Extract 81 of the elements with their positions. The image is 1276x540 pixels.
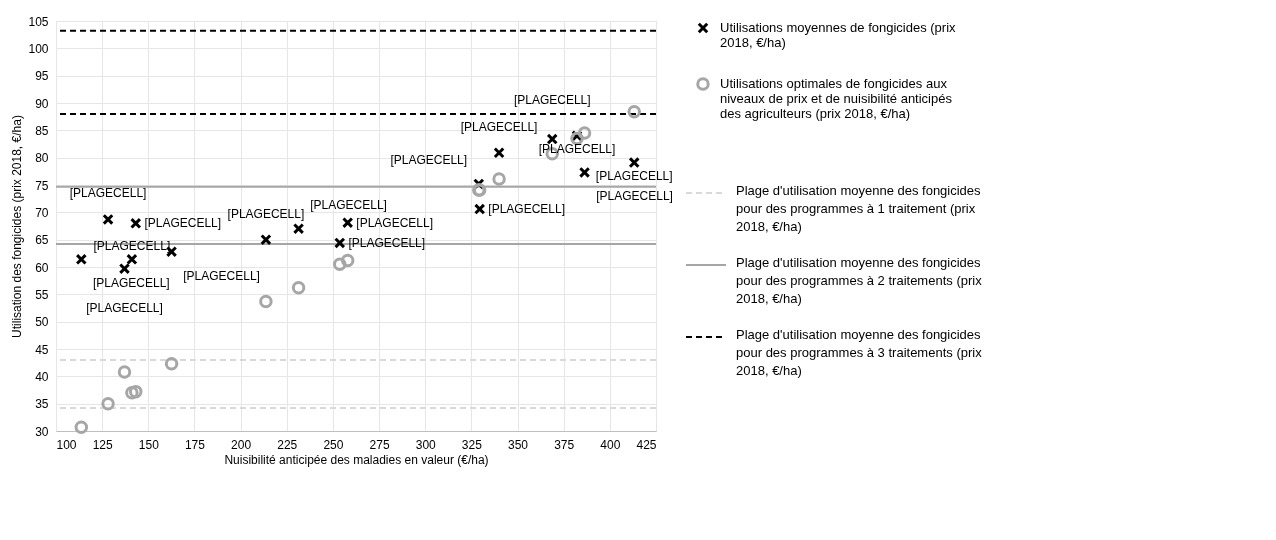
- point: [126, 253, 138, 266]
- x-axis-title: Nuisibilité anticipée des maladies en valeur (€/ha): [224, 452, 489, 467]
- point: [578, 166, 591, 179]
- x-tick-label: 175: [184, 437, 206, 452]
- y-tick-label: 70: [35, 205, 49, 220]
- data-label: [PLAGECELL]: [596, 189, 673, 204]
- y-tick-label: 95: [35, 69, 49, 84]
- point: [342, 217, 354, 229]
- x-tick-label: 100: [56, 437, 77, 452]
- point: [118, 262, 131, 275]
- point: [628, 156, 640, 169]
- y-tick-label: 60: [35, 260, 49, 275]
- y-tick-label: 30: [35, 424, 49, 439]
- point: [74, 420, 89, 434]
- x-tick-label: 425: [636, 437, 657, 452]
- point: [627, 105, 641, 119]
- data-label: [PLAGECELL]: [538, 141, 616, 156]
- point: [129, 384, 143, 399]
- point: [102, 213, 114, 226]
- point: [291, 281, 306, 295]
- data-label: [PLAGECELL]: [144, 216, 222, 231]
- data-label: [PLAGECELL]: [460, 119, 538, 134]
- y-tick-label: 50: [35, 315, 49, 330]
- point: [333, 257, 347, 271]
- data-label: [PLAGECELL]: [595, 168, 673, 183]
- point: [260, 233, 272, 246]
- y-tick-label: 80: [35, 151, 49, 166]
- point: [259, 294, 273, 309]
- data-label: [PLAGECELL]: [310, 197, 387, 212]
- point: [125, 386, 139, 400]
- x-tick-label: 225: [277, 437, 298, 452]
- point: [492, 172, 506, 186]
- data-label: [PLAGECELL]: [390, 152, 468, 167]
- y-tick-label: 85: [35, 123, 49, 138]
- x-tick-label: 325: [461, 437, 483, 452]
- x-tick-label: 400: [600, 437, 621, 452]
- point: [130, 217, 142, 229]
- data-label: [PLAGECELL]: [356, 215, 434, 230]
- legend-label: Plage d'utilisation moyenne des fongicides pour des programmes à 1 traitement (prix 2018, €/ha): [736, 183, 982, 234]
- y-tick-label: 100: [28, 41, 49, 56]
- y-tick-label: 35: [35, 397, 49, 412]
- legend-label: Utilisations optimales de fongicides aux niveaux de prix et de nuisibilité anticipés des agriculteurs (prix 2018, €/ha): [720, 76, 953, 121]
- y-tick-label: 75: [35, 178, 49, 193]
- data-label: [PLAGECELL]: [86, 300, 163, 315]
- y-tick-label: 45: [35, 342, 49, 357]
- x-tick-label: 150: [138, 437, 160, 452]
- point: [117, 365, 132, 379]
- point: [577, 126, 592, 140]
- x-tick-label: 300: [415, 437, 437, 452]
- data-label: [PLAGECELL]: [513, 93, 591, 108]
- y-axis-title: Utilisation des fongicides (prix 2018, €/ha): [10, 115, 25, 338]
- data-label: [PLAGECELL]: [92, 276, 170, 291]
- y-tick-label: 90: [35, 96, 49, 111]
- point: [101, 396, 115, 411]
- point: [493, 147, 505, 159]
- x-tick-label: 250: [323, 437, 344, 452]
- point: [546, 133, 558, 145]
- point: [292, 223, 305, 235]
- x-tick-label: 200: [231, 437, 252, 452]
- y-tick-label: 55: [35, 287, 49, 302]
- point: [334, 237, 346, 249]
- point: [164, 357, 179, 371]
- x-tick-label: 125: [92, 437, 113, 452]
- y-tick-label: 40: [35, 369, 49, 384]
- y-tick-label: 105: [28, 14, 49, 29]
- point: [474, 203, 486, 215]
- point: [75, 253, 87, 266]
- data-label: [PLAGECELL]: [93, 239, 171, 254]
- data-label: [PLAGECELL]: [183, 268, 260, 283]
- data-label: [PLAGECELL]: [69, 186, 147, 201]
- legend-label: Utilisations moyennes de fongicides (prix 2018, €/ha): [720, 20, 957, 50]
- point: [340, 253, 355, 268]
- legend-label: Plage d'utilisation moyenne des fongicides pour des programmes à 2 traitements (prix 2018, €/ha): [736, 255, 983, 306]
- data-label: [PLAGECELL]: [227, 206, 305, 221]
- x-tick-label: 375: [554, 437, 575, 452]
- x-tick-label: 350: [508, 437, 529, 452]
- y-tick-label: 65: [35, 233, 49, 248]
- data-label: [PLAGECELL]: [348, 235, 426, 250]
- x-tick-label: 275: [369, 437, 390, 452]
- data-label: [PLAGECELL]: [488, 202, 566, 217]
- legend-label: Plage d'utilisation moyenne des fongicides pour des programmes à 3 traitements (prix 2018, €/ha): [736, 327, 983, 378]
